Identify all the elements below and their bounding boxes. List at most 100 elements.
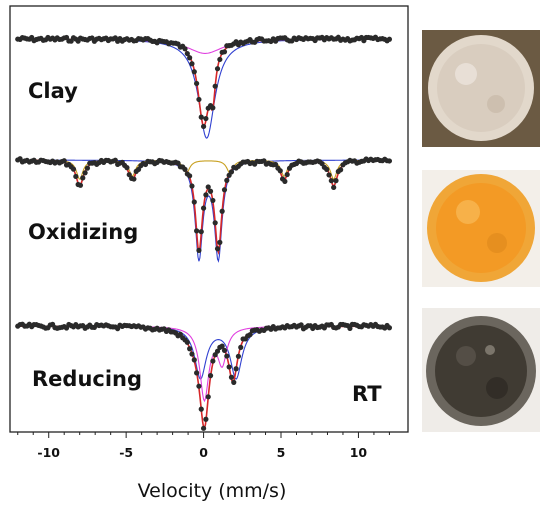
data-point — [135, 166, 142, 173]
data-point — [219, 208, 225, 214]
data-point — [210, 197, 216, 204]
data-point — [210, 358, 216, 364]
sample-photo-reducing — [422, 308, 540, 432]
data-point — [187, 173, 193, 179]
data-point — [196, 96, 202, 103]
data-point — [187, 346, 193, 352]
data-point — [191, 69, 197, 75]
panel-label-oxidizing: Oxidizing — [28, 220, 138, 244]
x-tick-label: 0 — [199, 445, 208, 460]
data-point — [272, 161, 279, 168]
data-point — [82, 170, 88, 176]
data-point — [61, 158, 67, 164]
data-point — [187, 55, 193, 61]
x-axis-ticks: -10 -5 0 5 10 — [17, 432, 390, 460]
data-point — [73, 173, 79, 180]
component-curve-1 — [17, 159, 390, 181]
data-point — [298, 322, 304, 328]
data-point — [175, 160, 181, 166]
data-point — [126, 172, 132, 178]
spectrum-panel-clay — [15, 34, 393, 139]
spectrum-panel-reducing — [15, 321, 393, 431]
data-point — [386, 36, 393, 42]
sample-photo-clay — [422, 30, 540, 147]
data-point — [233, 366, 239, 372]
data-point — [203, 416, 209, 422]
data-point — [198, 406, 204, 412]
data-point — [333, 178, 339, 184]
data-point — [221, 49, 228, 55]
data-point — [331, 184, 337, 191]
data-point — [221, 187, 228, 193]
data-point — [194, 370, 200, 376]
panel-label-clay: Clay — [28, 79, 78, 103]
data-point — [189, 351, 195, 357]
data-point — [207, 373, 214, 379]
data-point — [219, 343, 225, 349]
data-point — [198, 229, 204, 235]
data-point — [282, 178, 288, 184]
sample-photo-oxidizing — [422, 170, 540, 287]
data-point — [235, 353, 242, 359]
data-point — [203, 192, 209, 198]
data-point — [214, 246, 221, 252]
data-point — [198, 114, 204, 120]
panel-label-reducing: Reducing — [32, 367, 142, 391]
data-point — [284, 171, 290, 178]
data-point — [131, 176, 137, 182]
temperature-annotation: RT — [352, 382, 382, 406]
data-point — [84, 165, 91, 171]
data-point — [200, 123, 207, 130]
data-point — [194, 228, 200, 234]
data-point — [221, 347, 228, 354]
data-point — [194, 80, 200, 87]
data-point — [347, 325, 353, 331]
data-point — [228, 169, 235, 175]
data-point — [319, 161, 325, 167]
data-point — [184, 50, 190, 57]
data-point — [196, 383, 202, 389]
data-point — [184, 339, 190, 345]
data-point — [212, 83, 218, 89]
data-point — [200, 205, 207, 211]
component-curve-0 — [17, 159, 390, 263]
x-tick-label: 5 — [277, 445, 286, 460]
data-point — [196, 247, 202, 254]
data-point — [70, 166, 77, 172]
data-point — [238, 344, 244, 350]
data-point — [328, 178, 334, 184]
plot-frame — [9, 5, 409, 433]
data-point — [189, 183, 195, 189]
data-point — [247, 332, 253, 338]
data-point — [191, 357, 197, 363]
data-point — [214, 66, 221, 72]
x-tick-label: 10 — [350, 445, 368, 460]
data-point — [182, 166, 188, 173]
data-point — [207, 188, 214, 194]
data-point — [191, 199, 197, 205]
data-point — [277, 168, 283, 174]
data-point — [226, 364, 232, 370]
data-point — [77, 182, 84, 188]
data-point — [205, 394, 211, 400]
data-point — [212, 220, 218, 226]
data-point — [214, 348, 221, 354]
data-point — [386, 158, 393, 164]
data-point — [80, 175, 86, 181]
spectra-layer — [15, 34, 393, 431]
data-point — [210, 105, 216, 111]
spectrum-panel-oxidizing — [15, 156, 393, 263]
data-point — [338, 167, 344, 173]
data-point — [124, 165, 130, 171]
x-tick-label: -10 — [37, 445, 60, 460]
data-point — [217, 239, 223, 245]
data-point — [182, 46, 188, 52]
data-point — [228, 374, 235, 380]
data-point — [324, 166, 330, 172]
data-point — [224, 177, 230, 183]
data-point — [205, 184, 211, 190]
data-point — [231, 379, 237, 385]
data-point — [217, 56, 223, 63]
data-point — [189, 61, 195, 67]
